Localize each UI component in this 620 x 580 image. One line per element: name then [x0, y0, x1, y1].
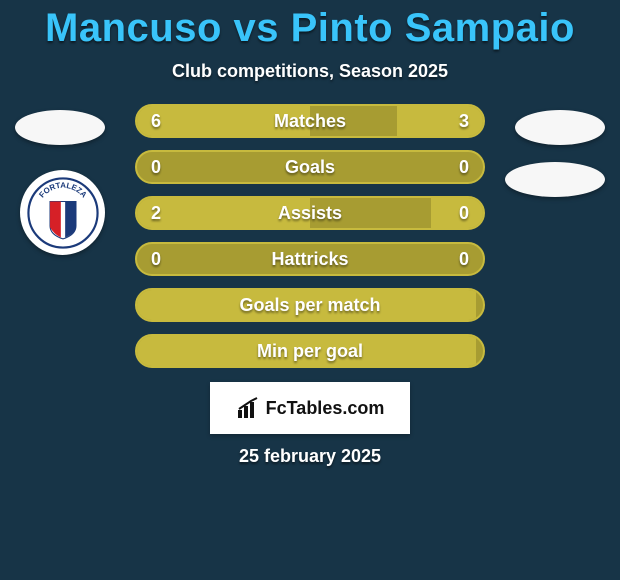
player-left-avatar [15, 110, 105, 145]
comparison-arena: FORTALEZA Matches63Goals00Assists20Hattr… [0, 110, 620, 580]
stat-fill-left [137, 290, 476, 320]
stat-value-right: 0 [459, 152, 469, 182]
fortaleza-badge-icon: FORTALEZA [27, 177, 99, 249]
stat-fill-right [431, 198, 483, 228]
stat-row: Goals0 0 [135, 150, 485, 184]
player-right-avatar [515, 110, 605, 145]
fctables-logo-icon [236, 396, 260, 420]
stat-label: Goals [137, 152, 483, 182]
stat-fill-left [137, 106, 310, 136]
page-subtitle: Club competitions, Season 2025 [172, 61, 448, 82]
player-right-avatar-2 [505, 162, 605, 197]
page-title: Mancuso vs Pinto Sampaio [45, 6, 575, 51]
stat-value-right: 0 [459, 244, 469, 274]
club-badge-left: FORTALEZA [20, 170, 105, 255]
stat-fill-left [137, 198, 310, 228]
content-root: Mancuso vs Pinto Sampaio Club competitio… [0, 0, 620, 580]
stat-value-right: 3 [459, 106, 469, 136]
stat-value-left: 0 [151, 152, 161, 182]
stat-value-left: 2 [151, 198, 161, 228]
stat-row: Assists20 [135, 196, 485, 230]
stat-fill-left [137, 336, 476, 366]
watermark-brand: FcTables.com [266, 398, 385, 419]
date-line: 25 february 2025 [239, 446, 381, 467]
stat-row: Hattricks0 0 [135, 242, 485, 276]
watermark: FcTables.com [210, 382, 410, 434]
stat-row: Matches63 [135, 104, 485, 138]
stat-label: Hattricks [137, 244, 483, 274]
stat-row: Goals per match [135, 288, 485, 322]
stat-value-left: 0 [151, 244, 161, 274]
bars-container: Matches63Goals00Assists20Hattricks00Goal… [135, 104, 485, 368]
stat-fill-right [397, 106, 484, 136]
stat-value-right: 0 [459, 198, 469, 228]
stat-row: Min per goal [135, 334, 485, 368]
stat-value-left: 6 [151, 106, 161, 136]
